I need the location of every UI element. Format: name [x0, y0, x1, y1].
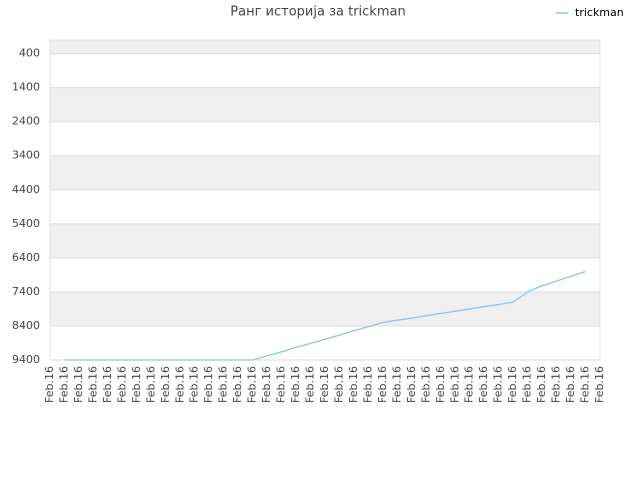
band	[50, 189, 600, 224]
band	[50, 223, 600, 258]
x-tick-label: Feb.16	[43, 366, 56, 403]
band	[50, 291, 600, 326]
x-tick-label: Feb.16	[101, 366, 114, 403]
legend-label: trickman	[575, 6, 624, 19]
y-tick-label: 9400	[12, 353, 40, 366]
y-tick-label: 2400	[12, 115, 40, 128]
x-tick-label: Feb.16	[217, 366, 230, 403]
band	[50, 121, 600, 156]
x-tick-label: Feb.16	[492, 366, 505, 403]
chart-title: Ранг историја за trickman	[230, 5, 405, 20]
x-tick-label: Feb.16	[318, 366, 331, 403]
x-tick-label: Feb.16	[246, 366, 259, 403]
x-tick-label: Feb.16	[564, 366, 577, 403]
x-tick-label: Feb.16	[231, 366, 244, 403]
x-tick-label: Feb.16	[86, 366, 99, 403]
x-tick-label: Feb.16	[275, 366, 288, 403]
band	[50, 40, 600, 54]
y-tick-label: 7400	[12, 285, 40, 298]
x-tick-label: Feb.16	[579, 366, 592, 403]
x-tick-label: Feb.16	[477, 366, 490, 403]
y-tick-label: 4400	[12, 183, 40, 196]
x-tick-label: Feb.16	[115, 366, 128, 403]
band	[50, 257, 600, 292]
x-tick-label: Feb.16	[173, 366, 186, 403]
x-tick-label: Feb.16	[550, 366, 563, 403]
y-tick-label: 5400	[12, 217, 40, 230]
x-tick-label: Feb.16	[159, 366, 172, 403]
y-tick-label: 1400	[12, 81, 40, 94]
x-tick-label: Feb.16	[521, 366, 534, 403]
x-tick-label: Feb.16	[130, 366, 143, 403]
x-tick-label: Feb.16	[361, 366, 374, 403]
band	[50, 53, 600, 88]
x-tick-label: Feb.16	[448, 366, 461, 403]
band	[50, 325, 600, 360]
x-tick-label: Feb.16	[202, 366, 215, 403]
x-tick-label: Feb.16	[434, 366, 447, 403]
x-tick-label: Feb.16	[535, 366, 548, 403]
x-tick-label: Feb.16	[419, 366, 432, 403]
x-tick-label: Feb.16	[188, 366, 201, 403]
x-tick-label: Feb.16	[289, 366, 302, 403]
x-tick-label: Feb.16	[347, 366, 360, 403]
series-line	[64, 270, 586, 361]
x-tick-label: Feb.16	[390, 366, 403, 403]
x-tick-label: Feb.16	[332, 366, 345, 403]
band	[50, 87, 600, 122]
y-tick-label: 8400	[12, 319, 40, 332]
x-tick-label: Feb.16	[260, 366, 273, 403]
x-tick-label: Feb.16	[57, 366, 70, 403]
y-tick-label: 6400	[12, 251, 40, 264]
x-tick-label: Feb.16	[72, 366, 85, 403]
y-tick-label: 3400	[12, 149, 40, 162]
x-tick-label: Feb.16	[506, 366, 519, 403]
x-tick-label: Feb.16	[376, 366, 389, 403]
x-tick-label: Feb.16	[593, 366, 606, 403]
x-tick-label: Feb.16	[405, 366, 418, 403]
y-tick-label: 400	[19, 47, 40, 60]
band	[50, 155, 600, 190]
x-tick-label: Feb.16	[463, 366, 476, 403]
x-tick-label: Feb.16	[304, 366, 317, 403]
x-tick-label: Feb.16	[144, 366, 157, 403]
